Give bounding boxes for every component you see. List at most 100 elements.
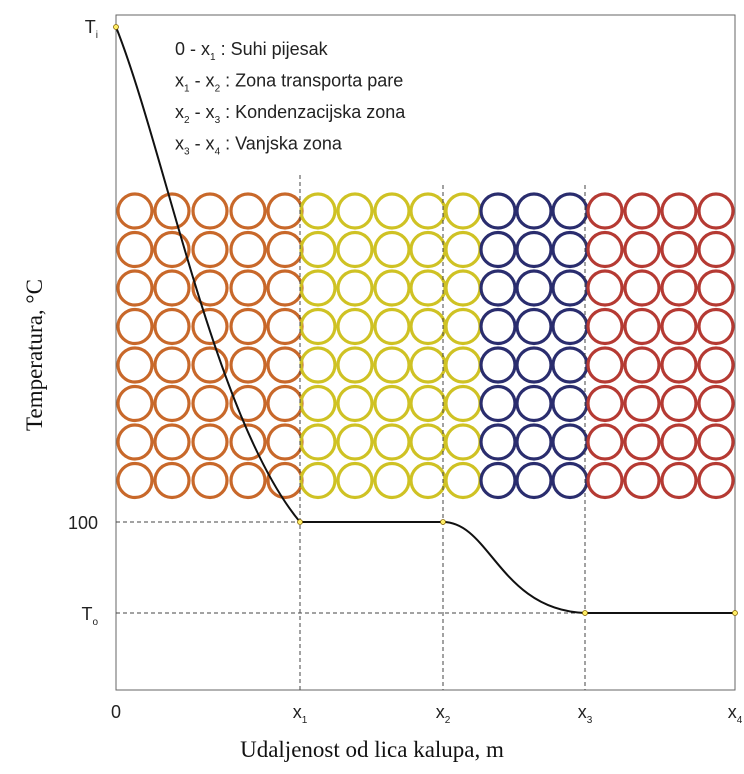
particle <box>299 307 337 346</box>
particle <box>586 307 624 346</box>
particle <box>266 423 304 461</box>
x-label: x3​ <box>578 702 593 726</box>
particle <box>586 384 624 423</box>
particle <box>660 461 698 500</box>
particle <box>336 461 374 500</box>
particle <box>444 269 482 307</box>
particle <box>444 423 482 461</box>
particle <box>479 230 517 269</box>
particle <box>697 423 735 461</box>
particle <box>444 230 482 269</box>
text-run: : Suhi pijesak <box>216 39 329 59</box>
text-run: : Kondenzacijska zona <box>220 102 406 122</box>
particle <box>229 346 267 384</box>
particle <box>266 192 304 230</box>
particle <box>373 192 411 230</box>
particle <box>444 346 482 384</box>
particle <box>229 307 267 346</box>
particles <box>116 192 735 500</box>
x-label: 0 <box>111 702 121 722</box>
text-run: - x <box>190 102 215 122</box>
particle <box>116 384 154 423</box>
particle <box>697 269 735 307</box>
particle <box>479 346 517 384</box>
particle <box>191 269 229 307</box>
subscript: i <box>96 30 98 41</box>
particle <box>373 461 411 500</box>
subscript: 3 <box>184 147 190 158</box>
particle <box>623 423 661 461</box>
particle <box>191 230 229 269</box>
particle <box>551 192 589 230</box>
legend-item: x3​ - x4​ : Vanjska zona <box>175 134 343 158</box>
subscript: 1 <box>210 52 216 63</box>
y-label: To​ <box>81 604 98 628</box>
point <box>582 610 588 616</box>
particle <box>515 269 553 307</box>
particle <box>697 384 735 423</box>
text-run: T <box>81 604 92 624</box>
particle <box>229 423 267 461</box>
particle <box>373 307 411 346</box>
particle <box>336 230 374 269</box>
text-run: x <box>175 134 184 154</box>
particle <box>551 230 589 269</box>
particle <box>586 192 624 230</box>
particle <box>551 307 589 346</box>
particle <box>191 346 229 384</box>
particle <box>336 269 374 307</box>
particle <box>266 230 304 269</box>
particle <box>660 230 698 269</box>
particle <box>660 192 698 230</box>
subscript: 4 <box>215 147 221 158</box>
text-run: T <box>85 17 96 37</box>
particle <box>373 269 411 307</box>
particle <box>444 192 482 230</box>
particle <box>116 230 154 269</box>
particle <box>153 230 191 269</box>
particle <box>153 192 191 230</box>
particle <box>116 307 154 346</box>
point <box>732 610 738 616</box>
particle <box>515 461 553 500</box>
temperature-curve <box>115 26 735 614</box>
particle <box>153 307 191 346</box>
text-run: - x <box>190 134 215 154</box>
particle <box>515 384 553 423</box>
particle <box>551 346 589 384</box>
particle <box>116 346 154 384</box>
text-run: x <box>293 702 302 722</box>
particle <box>409 307 447 346</box>
particle <box>266 346 304 384</box>
particle <box>266 307 304 346</box>
subscript: 1 <box>302 715 308 726</box>
y-title: Temperatura, °C <box>22 279 47 431</box>
particle <box>373 384 411 423</box>
particle <box>336 346 374 384</box>
particle <box>373 346 411 384</box>
particle <box>551 384 589 423</box>
particle <box>266 384 304 423</box>
particle <box>623 307 661 346</box>
particle <box>586 346 624 384</box>
particle <box>409 192 447 230</box>
particle <box>373 230 411 269</box>
particle <box>336 192 374 230</box>
particle <box>299 461 337 500</box>
particle <box>623 346 661 384</box>
particle <box>515 230 553 269</box>
particle <box>409 461 447 500</box>
text-run: x <box>175 102 184 122</box>
particle <box>229 269 267 307</box>
particle <box>299 192 337 230</box>
particle <box>660 384 698 423</box>
subscript: 4 <box>737 715 743 726</box>
particle <box>551 269 589 307</box>
particle <box>116 423 154 461</box>
text-run: x <box>175 71 184 91</box>
labels: Ti​ 100 To​ 0 x1​ x2​ x3​ x4​ 0 - x1​ : Suhi pij… <box>68 17 743 726</box>
particle <box>623 461 661 500</box>
particle <box>660 346 698 384</box>
x-label: x1​ <box>293 702 308 726</box>
